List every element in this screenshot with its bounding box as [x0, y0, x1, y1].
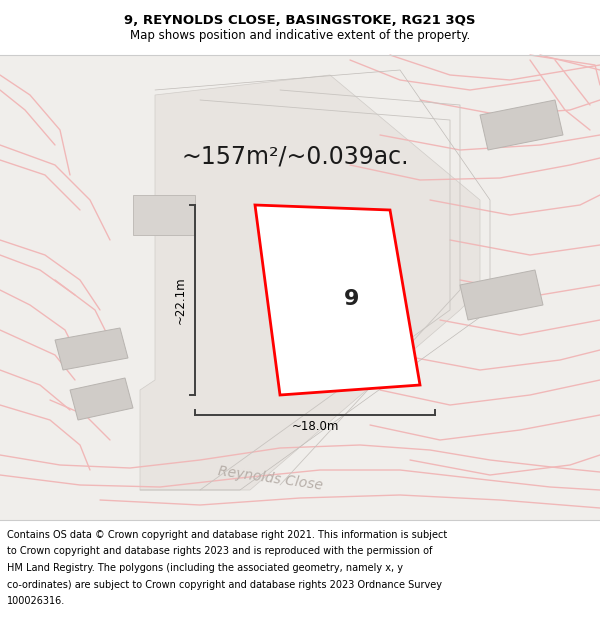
Polygon shape — [133, 195, 195, 235]
Text: ~22.1m: ~22.1m — [174, 276, 187, 324]
Text: to Crown copyright and database rights 2023 and is reproduced with the permissio: to Crown copyright and database rights 2… — [7, 546, 433, 556]
Polygon shape — [70, 378, 133, 420]
Text: 9: 9 — [344, 289, 359, 309]
Text: HM Land Registry. The polygons (including the associated geometry, namely x, y: HM Land Registry. The polygons (includin… — [7, 563, 403, 573]
Polygon shape — [140, 75, 480, 490]
Bar — [0, 0, 600, 55]
Text: ~18.0m: ~18.0m — [292, 420, 338, 433]
Polygon shape — [480, 100, 563, 150]
Polygon shape — [55, 328, 128, 370]
Bar — [0, 55, 600, 520]
Text: 100026316.: 100026316. — [7, 596, 65, 606]
Polygon shape — [255, 205, 420, 395]
Text: co-ordinates) are subject to Crown copyright and database rights 2023 Ordnance S: co-ordinates) are subject to Crown copyr… — [7, 579, 442, 589]
Bar — [0, 520, 600, 625]
Text: 9, REYNOLDS CLOSE, BASINGSTOKE, RG21 3QS: 9, REYNOLDS CLOSE, BASINGSTOKE, RG21 3QS — [124, 14, 476, 27]
Text: Reynolds Close: Reynolds Close — [217, 464, 323, 492]
Text: Map shows position and indicative extent of the property.: Map shows position and indicative extent… — [130, 29, 470, 42]
Text: Contains OS data © Crown copyright and database right 2021. This information is : Contains OS data © Crown copyright and d… — [7, 530, 447, 540]
Text: ~157m²/~0.039ac.: ~157m²/~0.039ac. — [181, 145, 409, 169]
Polygon shape — [460, 270, 543, 320]
